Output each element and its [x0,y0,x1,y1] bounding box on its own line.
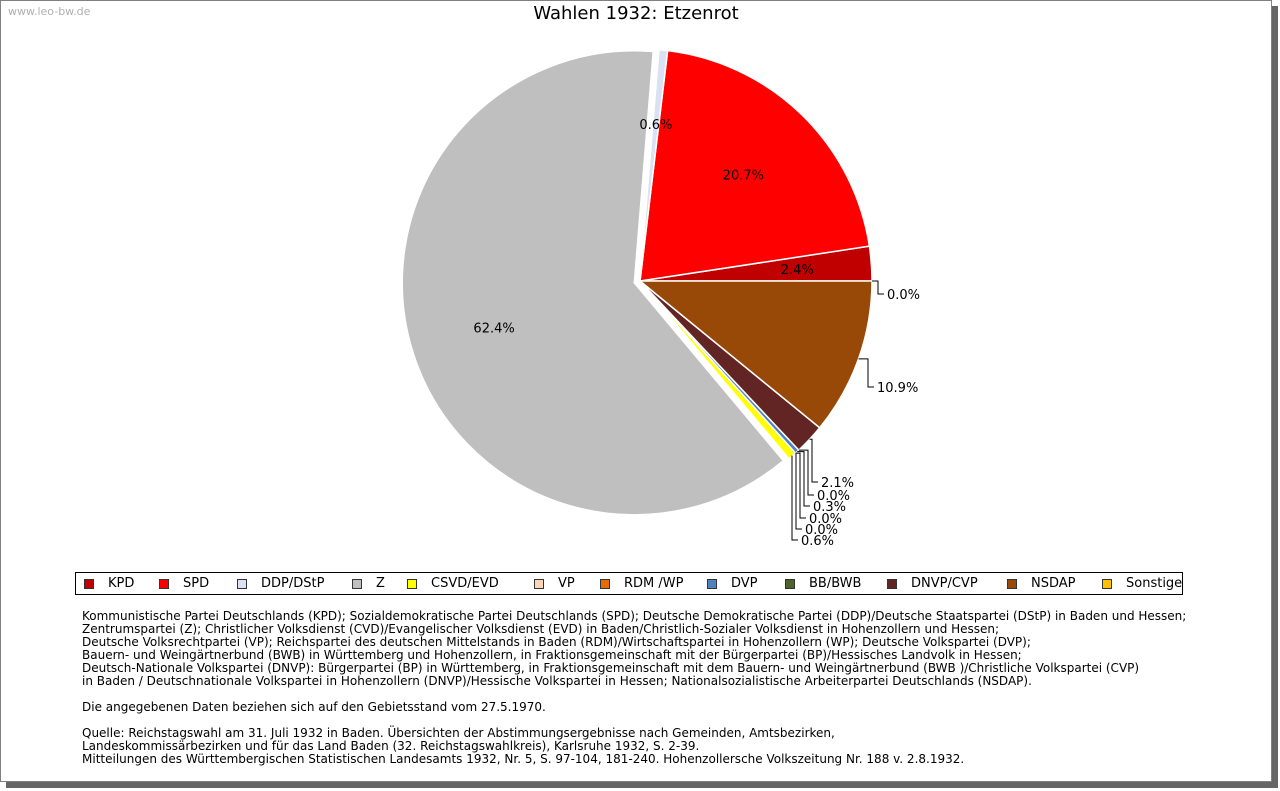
slice-label: 20.7% [723,168,764,183]
leader-line [795,452,802,530]
slice-label: 0.0% [809,512,842,527]
legend-label: CSVD/EVD [431,576,499,591]
pie-slice-z [401,50,785,516]
legend-swatch [600,579,610,589]
frame-shadow-bottom [6,782,1278,788]
legend-swatch [1007,579,1017,589]
watermark: www.leo-bw.de [8,5,91,18]
party-note-line: Bauern- und Weingärtnerbund (BWB) in Wür… [82,648,1022,662]
legend-label: Z [376,576,385,591]
pie-chart: 2.4%20.7%0.6%62.4%0.0%10.9%2.1%0.0%0.3%0… [401,48,920,549]
legend-swatch [1102,579,1112,589]
legend-label: DNVP/CVP [911,576,978,591]
party-note-line: Zentrumspartei (Z); Christlicher Volksdi… [82,622,1000,636]
legend-swatch [159,579,169,589]
slice-label: 2.1% [821,476,854,491]
source-note-line: Landeskommissärbezirken und für das Land… [82,739,700,753]
leader-line [795,452,806,519]
slice-label: 0.6% [801,534,834,549]
legend-swatch [352,579,362,589]
legend-swatch [534,579,544,589]
legend-swatch [84,579,94,589]
leader-line [809,438,818,483]
pie-slice-ddp-dstp [639,48,669,282]
slice-label: 2.4% [781,263,814,278]
slice-label: 0.0% [817,489,850,504]
legend-label: SPD [183,576,210,591]
slice-label: 62.4% [473,321,514,336]
leader-line [798,449,814,496]
legend-label: RDM /WP [624,576,684,591]
party-note-line: in Baden / Deutschnationale Volkspartei … [82,674,1032,688]
source-note-line: Mitteilungen des Württembergischen Stati… [82,752,965,766]
legend-swatch [407,579,417,589]
legend-label: VP [558,576,575,591]
legend-label: KPD [108,576,135,591]
leader-line [797,451,810,507]
slice-label: 0.0% [805,523,838,538]
leader-line [858,358,874,388]
slice-label: 0.6% [639,118,672,133]
slice-label: 0.0% [887,288,920,303]
legend-label: BB/BWB [809,576,862,591]
legend-label: NSDAP [1031,576,1076,591]
legend-label: DVP [731,576,758,591]
pie-slice-spd [639,49,871,282]
source-note-line: Quelle: Reichstagswahl am 31. Juli 1932 … [82,726,835,740]
party-note-line: Kommunistische Partei Deutschlands (KPD)… [82,609,1187,623]
chart-title: Wahlen 1932: Etzenrot [533,3,739,24]
frame-shadow-right [1272,6,1278,788]
legend-label: Sonstige [1126,576,1183,591]
slice-label: 10.9% [877,381,918,396]
legend-label: DDP/DStP [261,576,325,591]
pie-slice-nsdap [637,280,873,429]
slice-label: 0.3% [813,500,846,515]
legend-swatch [785,579,795,589]
legend-swatch [887,579,897,589]
legend: KPD SPD DDP/DStP Z CSVD/EVD VP RDM /WP DVP BB/BW… [75,572,1183,595]
notes: Kommunistische Partei Deutschlands (KPD)… [82,610,1232,766]
party-note-line: Deutsch-Nationale Volkspartei (DNVP): Bü… [82,661,1140,675]
leader-line [791,455,798,541]
legend-swatch [707,579,717,589]
party-note-line: Deutsche Volksrechtpartei (VP); Reichspa… [82,635,1031,649]
gebietsstand-note: Die angegebenen Daten beziehen sich auf … [82,700,546,714]
leader-line [872,280,884,295]
legend-swatch [237,579,247,589]
